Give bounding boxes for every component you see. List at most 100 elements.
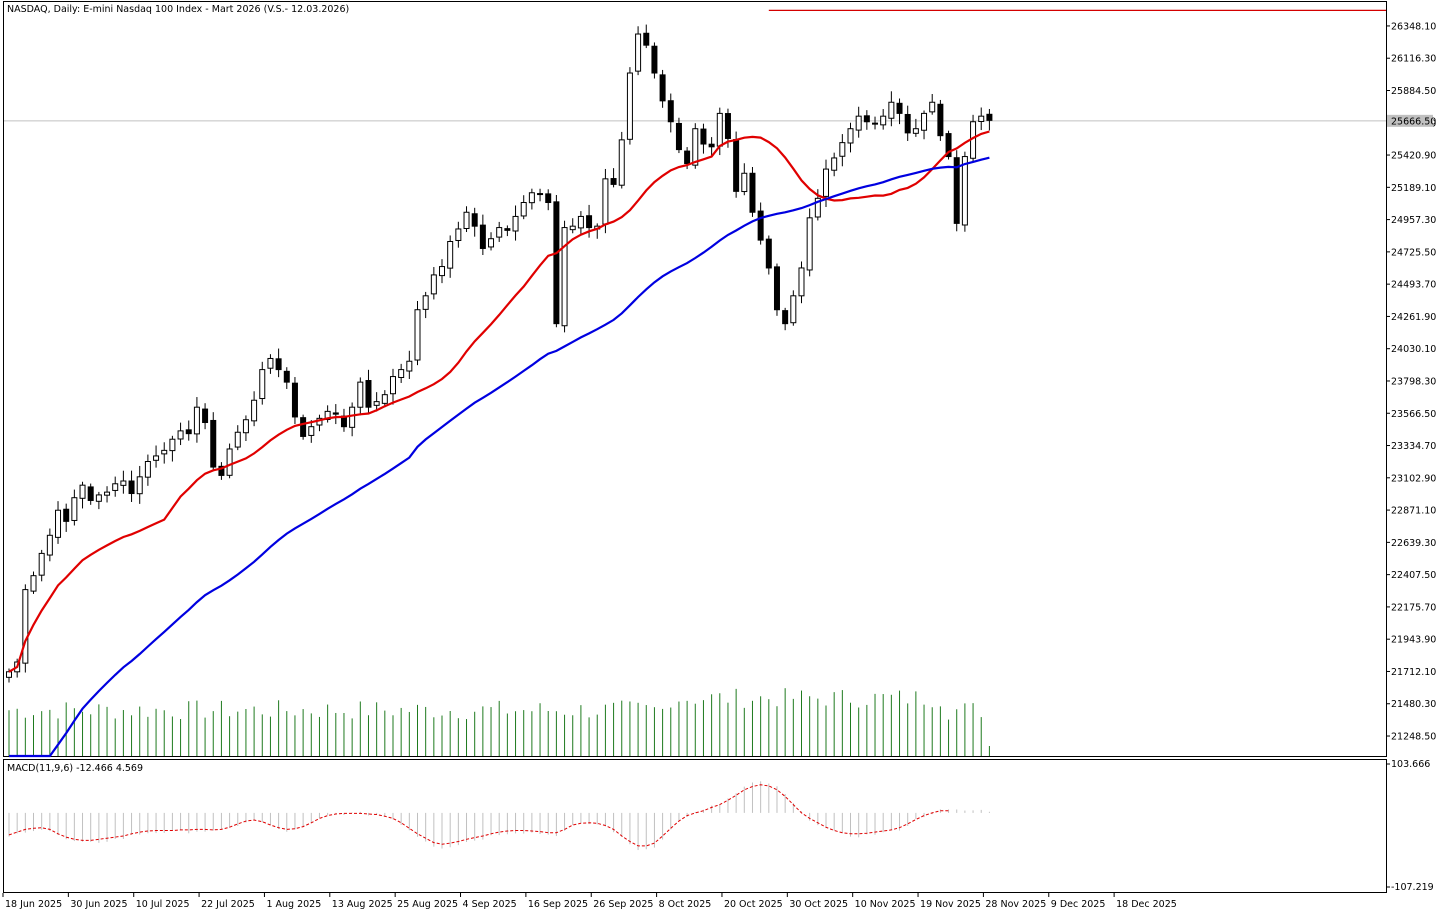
candle-body [177,430,184,440]
candle-body [193,406,200,435]
candle-body [479,224,486,249]
candle-body [937,103,944,137]
price-tick-label: 24957.30 [1391,215,1436,226]
candle-body [659,74,666,102]
candle-body [569,225,576,231]
macd-tick-label: -107.219 [1391,882,1434,893]
candle-body [104,491,111,496]
macd-legend: MACD(11,9,6) -12.466 4.569 [7,763,143,774]
candle-body [643,32,650,46]
date-label: 22 Jul 2025 [201,899,255,910]
candle-body [120,480,127,486]
candle-body [87,486,94,501]
candle-body [806,217,813,271]
candle-body [626,72,633,140]
price-tick-label: 21248.50 [1391,732,1436,743]
candle-body [692,128,699,166]
candle-body [71,497,78,521]
price-tick-label: 23102.90 [1391,473,1436,484]
candle-body [185,429,192,435]
candle-body [308,426,315,436]
price-tick-label: 25884.50 [1391,86,1436,97]
candle-body [291,382,298,418]
candle-body [733,138,740,192]
candle-body [651,45,658,74]
candle-body [95,494,102,502]
candle-body [782,310,789,325]
price-tick-label: 21943.90 [1391,635,1436,646]
price-tick-label: 22407.50 [1391,570,1436,581]
macd-signal-line [8,784,949,847]
date-label: 10 Nov 2025 [855,899,916,910]
price-tick-label: 21480.30 [1391,699,1436,710]
date-label: 1 Aug 2025 [266,899,321,910]
price-tick-label: 24725.50 [1391,247,1436,258]
candle-body [553,201,560,325]
candle-body [275,358,282,371]
price-tick-label: 25189.10 [1391,183,1436,194]
candle-body [790,295,797,324]
candle-body [373,401,380,406]
candle-body [406,360,413,372]
candle-body [447,240,454,269]
price-tick-label: 25420.90 [1391,151,1436,162]
candle-body [545,193,552,204]
candle-body [986,113,993,121]
candle-body [365,380,372,408]
candle-body [463,211,470,230]
candle-body [978,115,985,122]
price-tick-label: 23798.30 [1391,376,1436,387]
candle-body [398,369,405,378]
candle-body [389,376,396,395]
candle-body [488,238,495,248]
candle-body [528,192,535,204]
volume-bars [8,688,990,756]
candle-body [144,461,151,478]
candle-body [349,406,356,428]
candle-body [300,417,307,437]
candle-body [724,113,731,139]
candle-body [46,534,53,556]
price-tick-label: 22639.30 [1391,538,1436,549]
moving-average-lines [8,130,990,758]
price-tick-label: 24493.70 [1391,280,1436,291]
candle-body [332,412,339,415]
candle-body [757,210,764,241]
candle-body [610,178,617,185]
date-label: 8 Oct 2025 [659,899,712,910]
candle-body [512,215,519,232]
candle-body [422,295,429,310]
candle-body [79,484,86,499]
candle-body [251,399,258,422]
candle-body [667,100,674,123]
candle-body [921,112,928,131]
current-price-box [1387,114,1433,127]
date-label: 4 Sep 2025 [463,899,517,910]
candle-body [814,197,821,218]
price-tick-label: 26348.10 [1391,21,1436,32]
candlestick-series [4,9,1386,683]
candle-body [267,357,274,369]
candle-body [904,113,911,134]
price-tick-label: 23566.50 [1391,409,1436,420]
candle-body [496,227,503,238]
candle-body [839,142,846,157]
date-axis: 18 Jun 2025 30 Jun 2025 10 Jul 2025 22 Jul … [2,893,1177,910]
candle-body [961,156,968,226]
candle-body [675,122,682,151]
price-tick-label: 22871.10 [1391,506,1436,517]
candle-body [716,112,723,147]
candle-body [234,431,241,448]
candle-body [798,267,805,297]
candle-body [537,193,544,196]
date-label: 20 Oct 2025 [724,899,783,910]
candle-body [561,227,568,327]
candle-body [202,408,209,424]
candle-body [602,178,609,225]
price-axis: 26348.1026116.3025884.5025652.7025420.90… [1386,21,1436,893]
candle-body [504,228,511,231]
date-label: 28 Nov 2025 [985,899,1046,910]
candle-body [439,266,446,277]
price-tick-label: 24030.10 [1391,344,1436,355]
